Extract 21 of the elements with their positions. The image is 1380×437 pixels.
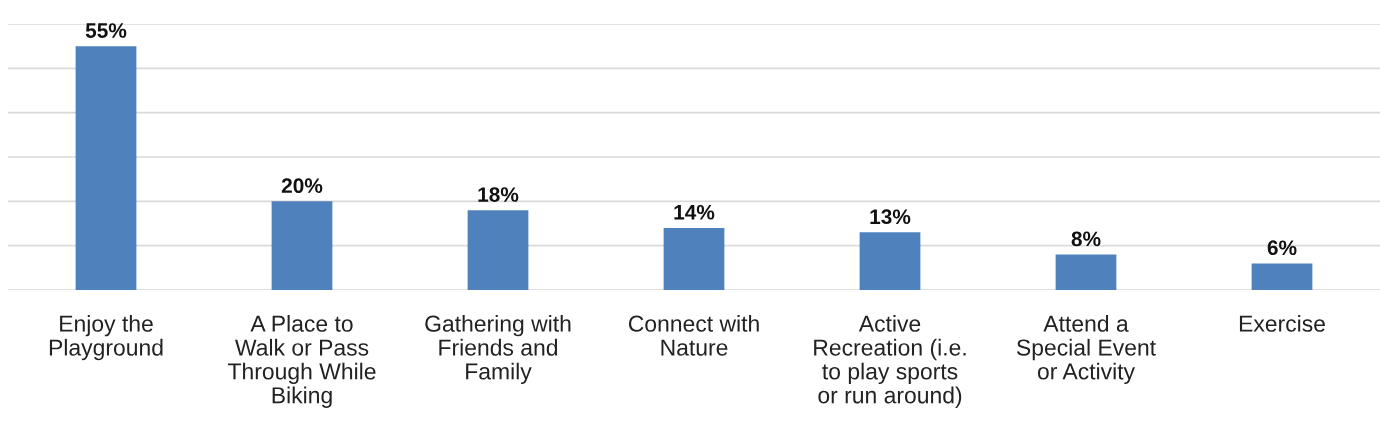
data-label: 8% xyxy=(1071,231,1101,247)
bar xyxy=(467,210,529,290)
x-tick-label: Attend a Special Event or Activity xyxy=(1016,315,1156,385)
bar xyxy=(859,232,921,290)
x-tick-label: Connect with Nature xyxy=(628,315,759,356)
data-label: 6% xyxy=(1267,240,1297,256)
data-label: 55% xyxy=(85,23,127,38)
bar xyxy=(663,227,725,290)
bar xyxy=(1251,263,1313,290)
bar xyxy=(1055,254,1117,290)
data-label: 18% xyxy=(478,187,519,202)
bar xyxy=(75,46,137,290)
data-label: 20% xyxy=(281,178,323,194)
x-tick-label: Enjoy the Playground xyxy=(49,315,163,361)
data-label: 14% xyxy=(674,204,715,220)
bar xyxy=(271,201,333,290)
x-tick-label: Gathering with Friends and Family xyxy=(425,315,571,385)
x-tick-label: Exercise xyxy=(1239,315,1325,332)
x-tick-label: A Place to Walk or Pass Through While Biking xyxy=(228,315,376,408)
data-label: 13% xyxy=(870,209,911,225)
x-tick-label: Active Recreation (i.e. to play sports or run around) xyxy=(814,315,966,408)
